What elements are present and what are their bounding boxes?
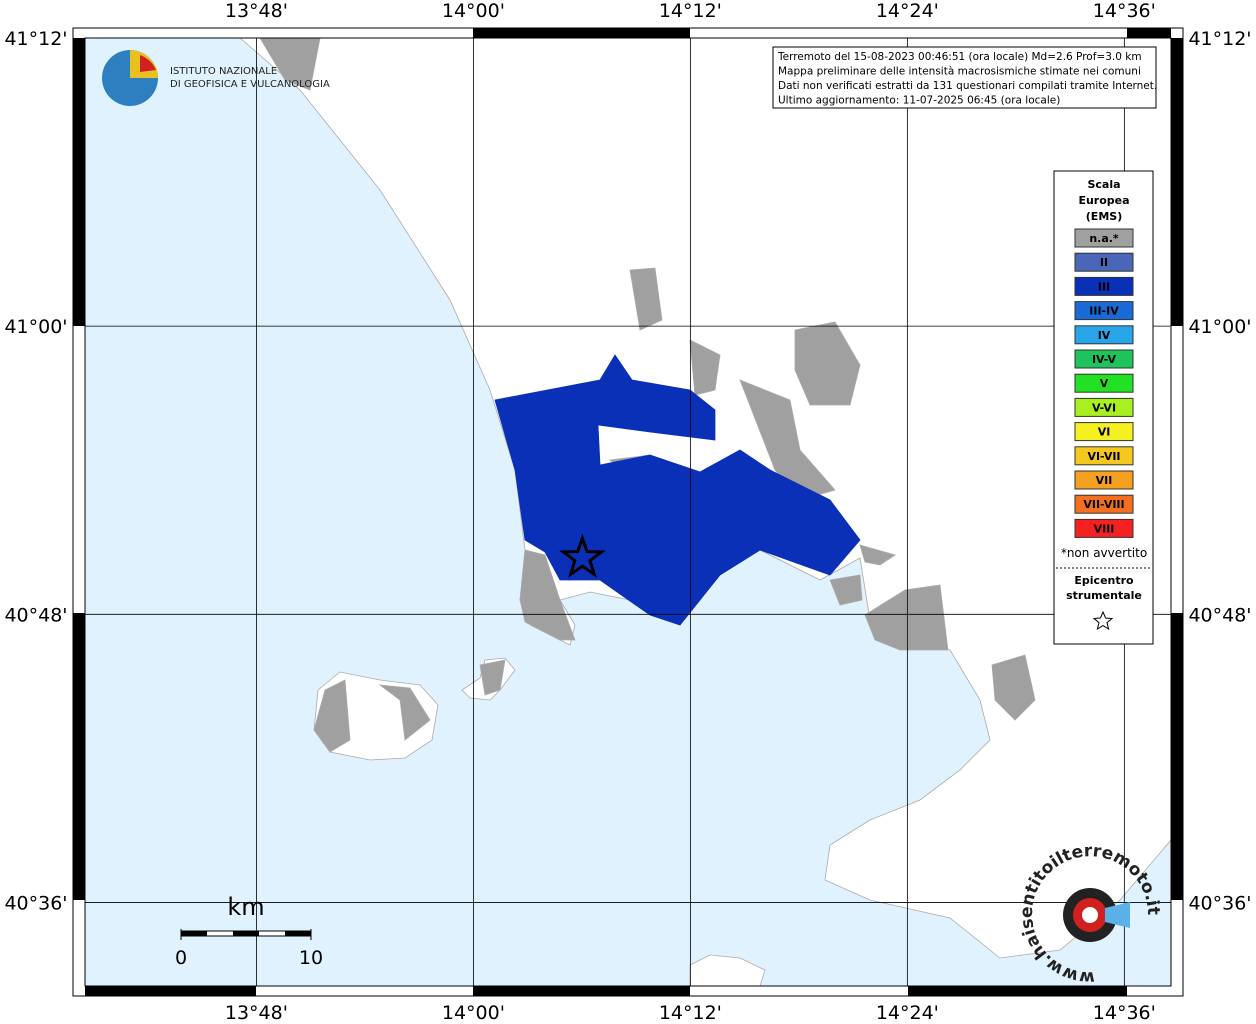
- lat-label: 40°36': [1188, 892, 1251, 914]
- legend-swatch: [1074, 470, 1134, 490]
- info-line: Ultimo aggiornamento: 11-07-2025 06:45 (…: [778, 95, 1060, 107]
- legend-swatch: [1074, 422, 1134, 442]
- frame-bars: [73, 28, 1183, 996]
- legend-label: IV-V: [1092, 353, 1117, 366]
- logo-text: ISTITUTO NAZIONALE: [170, 66, 277, 77]
- legend-label: VII-VIII: [1083, 498, 1124, 511]
- logo-text: DI GEOFISICA E VULCANOLOGIA: [170, 79, 330, 90]
- legend-swatch: [1074, 301, 1134, 321]
- legend-swatch: [1074, 373, 1134, 393]
- legend-title: (EMS): [1086, 210, 1122, 223]
- info-line: Mappa preliminare delle intensità macros…: [778, 66, 1141, 78]
- legend-note: *non avvertito: [1061, 546, 1147, 560]
- legend-label: n.a.*: [1089, 232, 1119, 245]
- legend-epicenter-title: strumentale: [1066, 589, 1142, 602]
- ingv-logo-part: [140, 55, 156, 72]
- lon-label: 13°48': [225, 1002, 288, 1024]
- legend-swatch: [1074, 446, 1134, 466]
- legend-label: VII: [1096, 474, 1113, 487]
- legend-label: V-VI: [1092, 401, 1116, 414]
- lon-label: 14°00': [442, 1002, 505, 1024]
- legend-swatch: [1074, 518, 1134, 538]
- legend-label: III: [1098, 280, 1110, 293]
- legend-label: VIII: [1094, 522, 1115, 535]
- legend-star: [1092, 610, 1114, 631]
- legend-swatch: [1074, 252, 1134, 272]
- lat-label: 41°00': [4, 316, 67, 338]
- lon-label: 14°36': [1093, 0, 1156, 22]
- footer-logo-part: [1105, 902, 1130, 928]
- lon-label: 14°24': [876, 1002, 939, 1024]
- scale-label: 0: [175, 947, 187, 969]
- epicenter: [559, 533, 606, 579]
- legend-swatch: [1074, 494, 1134, 514]
- legend-swatch: [1074, 397, 1134, 417]
- legend-label: VI: [1098, 426, 1111, 439]
- legend-title: Scala: [1087, 178, 1120, 191]
- legend-swatch: [1074, 276, 1134, 296]
- footer-logo-part: [1082, 907, 1098, 923]
- legend-swatch: [1074, 228, 1134, 248]
- lon-label: 14°24': [876, 0, 939, 22]
- lon-label: 14°12': [659, 1002, 722, 1024]
- lat-label: 41°12': [4, 28, 67, 50]
- lon-label: 13°48': [225, 0, 288, 22]
- legend-swatch: [1074, 349, 1134, 369]
- lon-label: 14°00': [442, 0, 505, 22]
- legend-label: II: [1100, 256, 1108, 269]
- lon-label: 14°36': [1093, 1002, 1156, 1024]
- legend-label: VI-VII: [1087, 450, 1120, 463]
- scale-unit: km: [227, 893, 264, 921]
- scale-bar: [180, 929, 312, 940]
- capri: [689, 954, 766, 986]
- lat-label: 41°12': [1188, 28, 1251, 50]
- legend-label: IV: [1098, 329, 1111, 342]
- info-box: [772, 46, 1157, 109]
- legend-epicenter-title: Epicentro: [1074, 574, 1134, 587]
- legend-label: III-IV: [1089, 305, 1119, 318]
- lat-label: 40°36': [4, 892, 67, 914]
- legend-swatch: [1074, 325, 1134, 345]
- lon-label: 14°12': [659, 0, 722, 22]
- info-line: Terremoto del 15-08-2023 00:46:51 (ora l…: [777, 51, 1142, 63]
- legend-label: V: [1100, 377, 1109, 390]
- info-line: Dati non verificati estratti da 131 ques…: [778, 80, 1157, 92]
- lat-label: 40°48': [1188, 604, 1251, 626]
- lat-label: 40°48': [4, 604, 67, 626]
- scale-label: 10: [299, 947, 323, 969]
- legend-title: Europea: [1078, 194, 1129, 207]
- intensity-iii-area: [494, 354, 861, 626]
- lat-label: 41°00': [1188, 316, 1251, 338]
